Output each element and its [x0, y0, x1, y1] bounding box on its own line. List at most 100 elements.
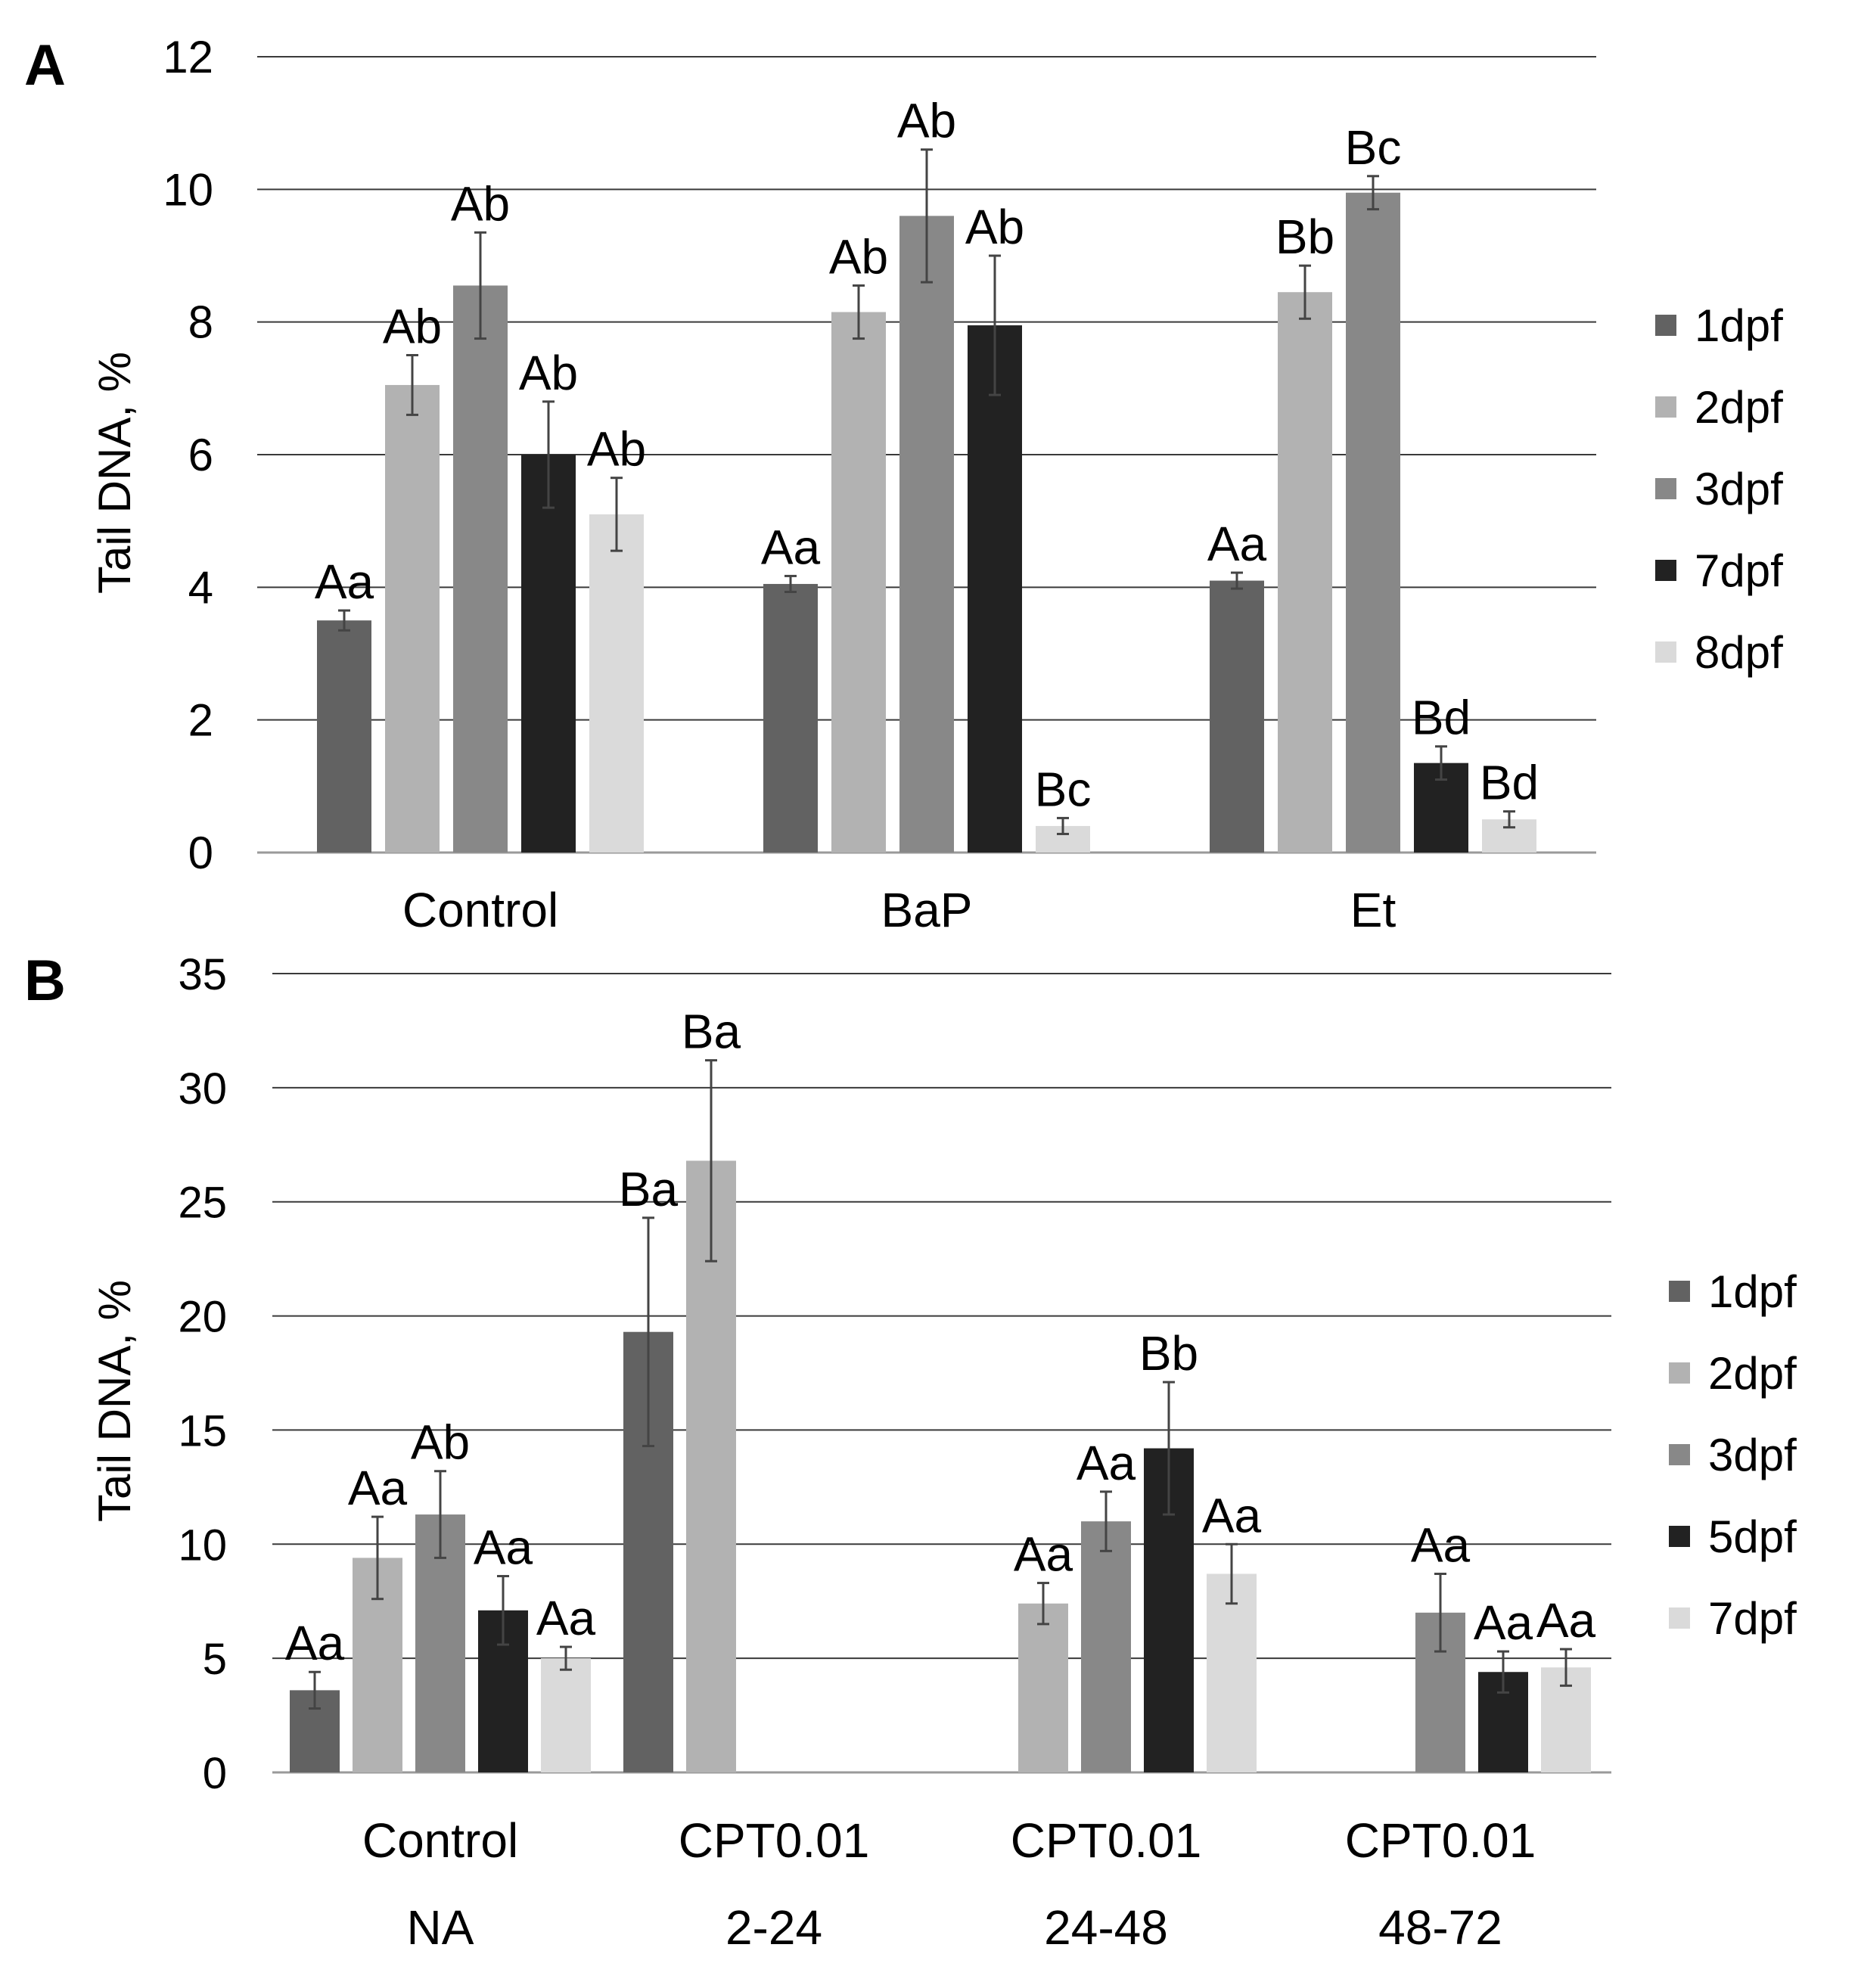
x-category-label: CPT0.01	[1345, 1813, 1536, 1868]
bar	[899, 216, 954, 853]
significance-label: Ba	[619, 1162, 679, 1216]
panel-a-y-axis-label: Tail DNA, %	[89, 352, 140, 594]
panel-b-y-axis-label: Tail DNA, %	[89, 1280, 140, 1522]
significance-label: Ab	[587, 422, 646, 477]
error-bar	[560, 1645, 572, 1671]
bar	[1207, 1573, 1257, 1772]
bar	[831, 312, 886, 853]
bar	[453, 285, 508, 853]
significance-label: Ab	[411, 1415, 470, 1470]
y-tick-label: 10	[163, 164, 213, 215]
error-bar	[1367, 175, 1379, 211]
legend-entry: 1dpf	[1708, 1266, 1797, 1317]
significance-label: Bd	[1480, 756, 1539, 810]
error-bar	[542, 400, 555, 509]
error-bar	[309, 1670, 321, 1710]
legend-entry: 7dpf	[1695, 545, 1783, 596]
significance-label: Ab	[451, 176, 510, 231]
significance-label: Ab	[383, 300, 442, 354]
panel-b-label: B	[24, 949, 66, 1013]
bar	[385, 384, 440, 853]
significance-label: Ba	[682, 1005, 741, 1059]
y-tick-label: 20	[178, 1293, 227, 1342]
error-bar	[853, 284, 865, 340]
legend: 1dpf 2dpf 3dpf 7dpf 8dpf	[1655, 300, 1783, 678]
error-bar	[1299, 264, 1311, 320]
error-bar	[1434, 1573, 1446, 1653]
legend-entry: 2dpf	[1708, 1348, 1797, 1399]
significance-label: Ab	[519, 346, 578, 400]
error-bar	[1435, 745, 1447, 781]
legend-swatch	[1669, 1444, 1690, 1465]
significance-label: Aa	[1536, 1593, 1596, 1648]
bar	[1018, 1603, 1068, 1772]
error-bar	[642, 1216, 654, 1448]
bar	[521, 455, 576, 853]
x-category-label: Control	[402, 883, 558, 937]
error-bar	[474, 231, 486, 340]
y-tick-label: 30	[178, 1064, 227, 1114]
y-tick-label: 0	[188, 828, 213, 878]
bar	[589, 514, 644, 853]
error-bar	[1503, 810, 1515, 829]
y-tick-label: 2	[188, 695, 213, 746]
y-tick-label: 25	[178, 1179, 227, 1228]
x-category-label: BaP	[881, 883, 973, 937]
x-subcategory-label: 48-72	[1378, 1900, 1502, 1955]
legend-swatch	[1669, 1526, 1690, 1547]
error-bar	[610, 477, 623, 552]
panel-a-label: A	[24, 33, 66, 98]
significance-label: Aa	[1207, 517, 1267, 571]
legend-entry: 2dpf	[1695, 382, 1783, 433]
significance-label: Aa	[315, 554, 374, 609]
y-tick-label: 4	[188, 562, 213, 613]
legend-swatch	[1655, 396, 1676, 418]
error-bar	[1100, 1490, 1112, 1552]
significance-label: Aa	[1411, 1518, 1471, 1573]
bar	[763, 583, 818, 853]
significance-label: Aa	[285, 1616, 345, 1670]
bar	[1081, 1521, 1131, 1772]
significance-label: Bc	[1345, 120, 1402, 175]
error-bar	[705, 1059, 717, 1263]
significance-label: Aa	[348, 1461, 408, 1515]
error-bar	[989, 254, 1001, 396]
y-tick-label: 15	[178, 1406, 227, 1455]
error-bar	[1560, 1648, 1572, 1687]
error-bar	[1226, 1542, 1238, 1605]
legend-swatch	[1655, 560, 1676, 581]
significance-label: Ab	[829, 229, 888, 284]
bar	[686, 1160, 736, 1772]
error-bar	[1497, 1650, 1509, 1694]
legend-swatch	[1669, 1362, 1690, 1384]
significance-label: Aa	[761, 520, 821, 574]
x-category-label: Et	[1350, 883, 1397, 937]
legend-swatch	[1655, 478, 1676, 499]
significance-label: Bd	[1412, 691, 1471, 745]
bar	[317, 620, 371, 853]
significance-label: Aa	[474, 1521, 533, 1575]
legend-swatch	[1655, 641, 1676, 663]
error-bar	[434, 1470, 446, 1559]
x-subcategory-label: NA	[407, 1900, 474, 1955]
y-tick-label: 12	[163, 32, 213, 82]
error-bar	[1037, 1582, 1049, 1626]
significance-label: Bb	[1275, 210, 1334, 264]
bar	[1346, 192, 1400, 853]
error-bar	[406, 354, 418, 416]
error-bar	[1057, 816, 1069, 835]
panel-b: B Tail DNA, % 0 5 10 15 20 25 30 35 Control NA CPT…	[24, 949, 1797, 1955]
x-subcategory-label: 2-24	[725, 1900, 822, 1955]
y-tick-label: 6	[188, 430, 213, 480]
bar	[541, 1658, 591, 1772]
x-category-label: CPT0.01	[679, 1813, 870, 1868]
error-bar	[1163, 1381, 1175, 1516]
panel-b-plot: 0 5 10 15 20 25 30 35 Control NA CPT0.01 2-24 CPT0.0…	[178, 950, 1797, 1955]
error-bar	[784, 574, 797, 593]
significance-label: Ab	[965, 200, 1024, 254]
significance-label: Aa	[536, 1591, 596, 1645]
significance-label: Aa	[1014, 1527, 1073, 1582]
legend-entry: 1dpf	[1695, 300, 1783, 351]
legend-swatch	[1669, 1607, 1690, 1629]
